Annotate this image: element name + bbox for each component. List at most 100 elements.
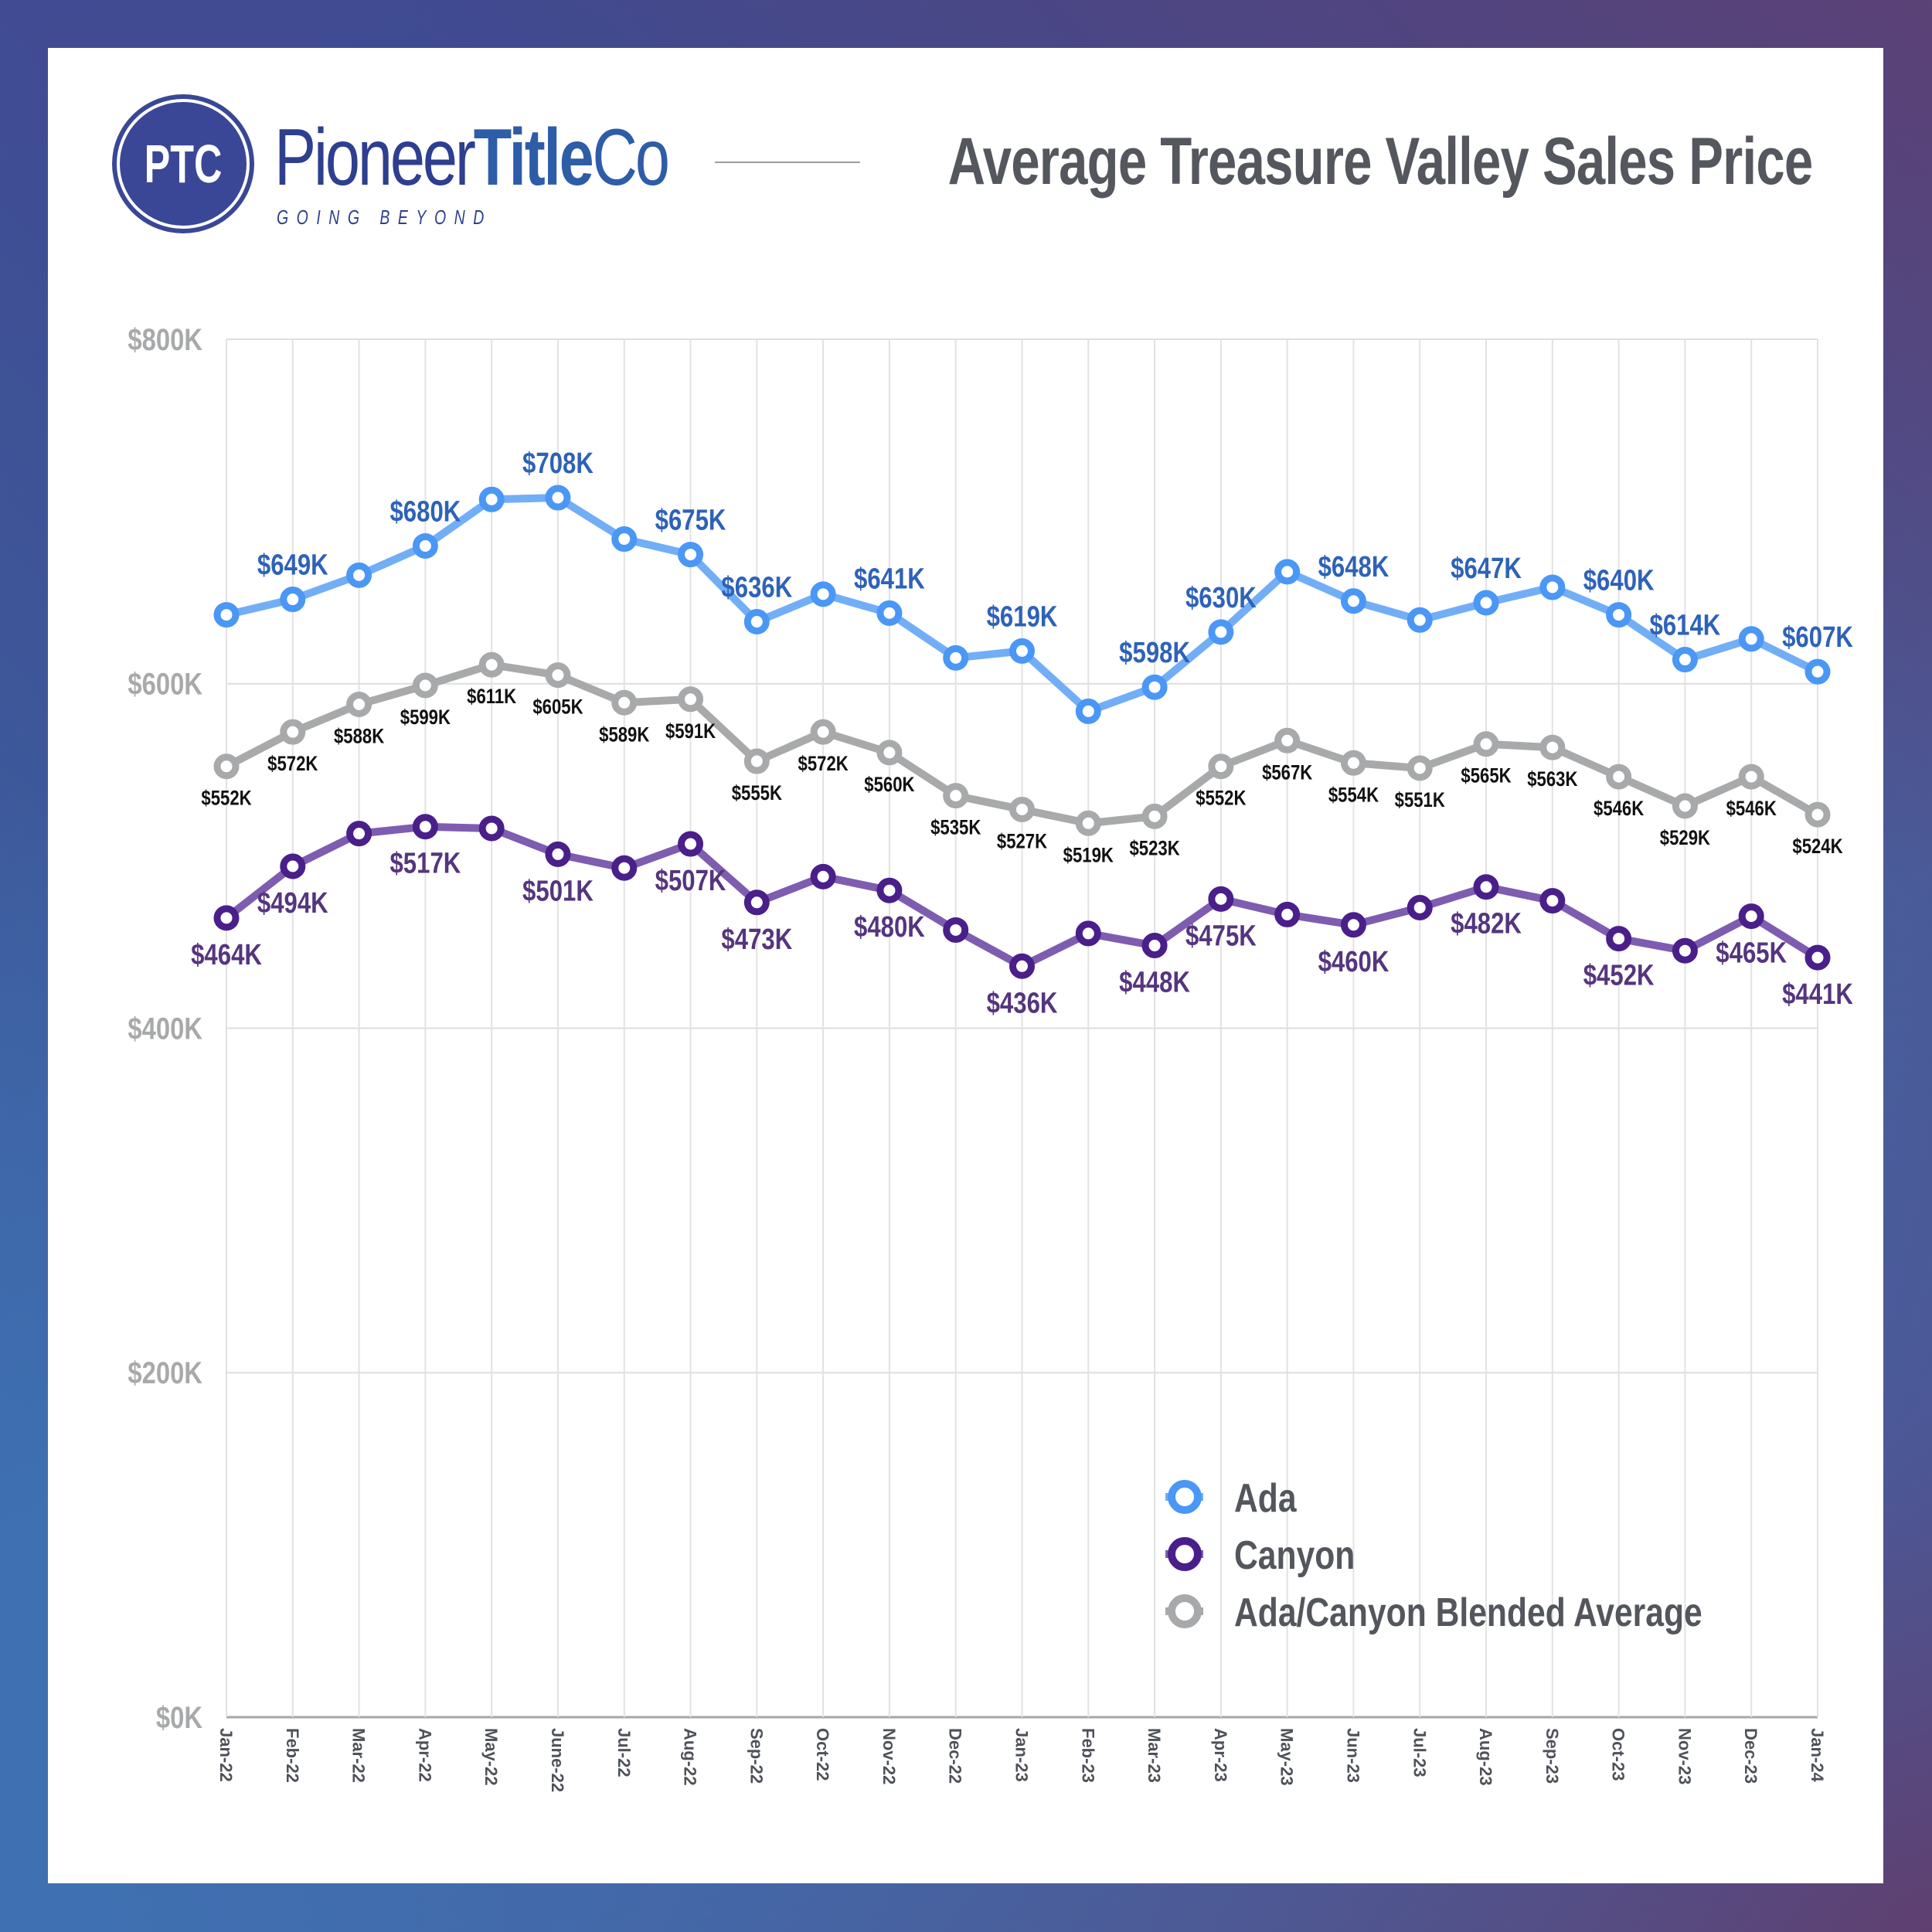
legend-ada-label: Ada [1234, 1476, 1297, 1521]
gridlines [226, 338, 1818, 1719]
blend-data-point [743, 748, 770, 774]
legend: Ada Canyon Ada/Canyon Blended Average [1165, 1476, 1702, 1635]
y-tick-label: $400K [128, 1011, 202, 1046]
canyon-data-label: $482K [1451, 908, 1522, 940]
series-group [213, 485, 1831, 979]
ada-data-point [810, 581, 836, 607]
x-tick-label: Jan-22 [216, 1728, 236, 1782]
blend-data-point [611, 689, 638, 716]
ptc-logo-icon: PTC [112, 94, 254, 233]
ada-data-point [1804, 658, 1831, 685]
canyon-data-label: $436K [987, 987, 1058, 1019]
legend-canyon-marker-icon [1168, 1537, 1202, 1571]
blend-data-point [280, 719, 306, 745]
blend-data-label: $546K [1594, 798, 1644, 821]
blend-data-point [1606, 764, 1632, 790]
ada-data-point [611, 526, 638, 553]
ada-data-point [743, 609, 770, 635]
data-labels: $552K $572K $588K $599K $611K $605K $589K $591K… [191, 447, 1853, 1019]
blend-data-point [876, 740, 903, 766]
blend-data-point [1473, 731, 1499, 757]
blend-data-label: $524K [1792, 835, 1842, 859]
ada-data-label: $675K [655, 505, 726, 537]
x-tick-label: Dec-22 [946, 1728, 965, 1784]
ada-data-point [1009, 638, 1035, 664]
ada-data-label: $630K [1185, 582, 1257, 614]
blend-data-point [545, 662, 571, 689]
canyon-data-point [1539, 888, 1566, 914]
canyon-data-label: $480K [854, 911, 925, 944]
ada-data-point [1274, 559, 1301, 585]
blend-data-label: $611K [467, 685, 516, 709]
canyon-data-label: $452K [1583, 960, 1655, 992]
blend-data-point [1406, 755, 1433, 781]
blend-data-point [1672, 793, 1698, 819]
ada-data-point [1406, 607, 1433, 633]
ada-data-point [478, 486, 505, 512]
brand-name: PioneerTitleCo [274, 117, 670, 198]
x-tick-label: Jul-22 [614, 1728, 634, 1777]
blend-data-label: $554K [1328, 784, 1379, 807]
ada-data-point [943, 645, 969, 671]
blend-data-point [1804, 801, 1831, 828]
ada-data-point [1738, 626, 1764, 652]
blend-data-point [1340, 750, 1366, 776]
ada-data-point [412, 532, 438, 559]
blend-data-point [678, 686, 704, 713]
blend-data-point [943, 783, 969, 809]
x-tick-label: Feb-23 [1078, 1728, 1097, 1783]
ada-data-point [1606, 602, 1632, 628]
x-tick-label: Sep-22 [747, 1728, 766, 1784]
blend-data-point [412, 672, 438, 699]
ada-data-point [1075, 698, 1101, 724]
blend-data-label: $588K [334, 726, 384, 749]
blend-data-label: $546K [1726, 798, 1777, 821]
x-tick-label: Jan-24 [1808, 1728, 1827, 1782]
canyon-data-label: $501K [522, 876, 594, 908]
x-tick-label: Jul-23 [1410, 1728, 1429, 1777]
x-tick-label: Jun-23 [1343, 1728, 1362, 1783]
canyon-data-point [1009, 953, 1035, 979]
logo-initials: PTC [145, 134, 223, 194]
blend-data-label: $567K [1262, 761, 1312, 784]
x-axis: Jan-22 Feb-22 Mar-22 Apr-22 May-22 June-22 Jul… [216, 1728, 1827, 1792]
canyon-data-point [478, 815, 505, 842]
canyon-data-point [1738, 903, 1764, 930]
x-tick-label: Jan-23 [1012, 1728, 1032, 1782]
x-tick-label: Mar-23 [1145, 1728, 1164, 1783]
ada-data-label: $619K [987, 601, 1058, 634]
ada-data-point [213, 602, 240, 628]
blend-data-point [810, 719, 836, 745]
blend-data-label: $555K [732, 782, 782, 805]
x-tick-label: May-22 [481, 1728, 501, 1786]
x-tick-label: Sep-23 [1543, 1728, 1562, 1784]
ada-data-point [346, 562, 372, 588]
canyon-data-label: $460K [1318, 946, 1389, 978]
x-tick-label: Dec-23 [1741, 1728, 1760, 1784]
blend-data-label: $565K [1461, 765, 1511, 788]
blend-data-point [1009, 796, 1035, 822]
canyon-data-point [743, 889, 770, 916]
blend-data-label: $589K [599, 723, 649, 747]
blend-data-point [478, 651, 505, 678]
blend-data-label: $605K [532, 696, 583, 719]
x-tick-label: June-22 [548, 1728, 567, 1792]
blend-data-label: $535K [930, 817, 981, 840]
ada-data-label: $680K [389, 496, 461, 529]
canyon-data-point [412, 814, 438, 840]
blend-data-label: $552K [1196, 787, 1246, 811]
ada-data-point [1473, 590, 1499, 616]
blend-data-label: $529K [1660, 827, 1710, 850]
brand-regular: Pioneer [274, 113, 476, 202]
brand-tagline: GOING BEYOND [277, 206, 492, 229]
y-tick-label: $200K [128, 1355, 202, 1390]
blend-data-point [1539, 734, 1566, 760]
canyon-data-point [213, 905, 240, 931]
canyon-data-label: $473K [721, 923, 792, 956]
legend-canyon-label: Canyon [1234, 1533, 1355, 1578]
y-tick-label: $600K [128, 667, 202, 702]
ada-data-point [280, 587, 306, 613]
x-tick-label: Aug-22 [681, 1728, 700, 1786]
ada-data-label: $641K [854, 563, 925, 596]
legend-ada-marker-icon [1168, 1480, 1202, 1514]
